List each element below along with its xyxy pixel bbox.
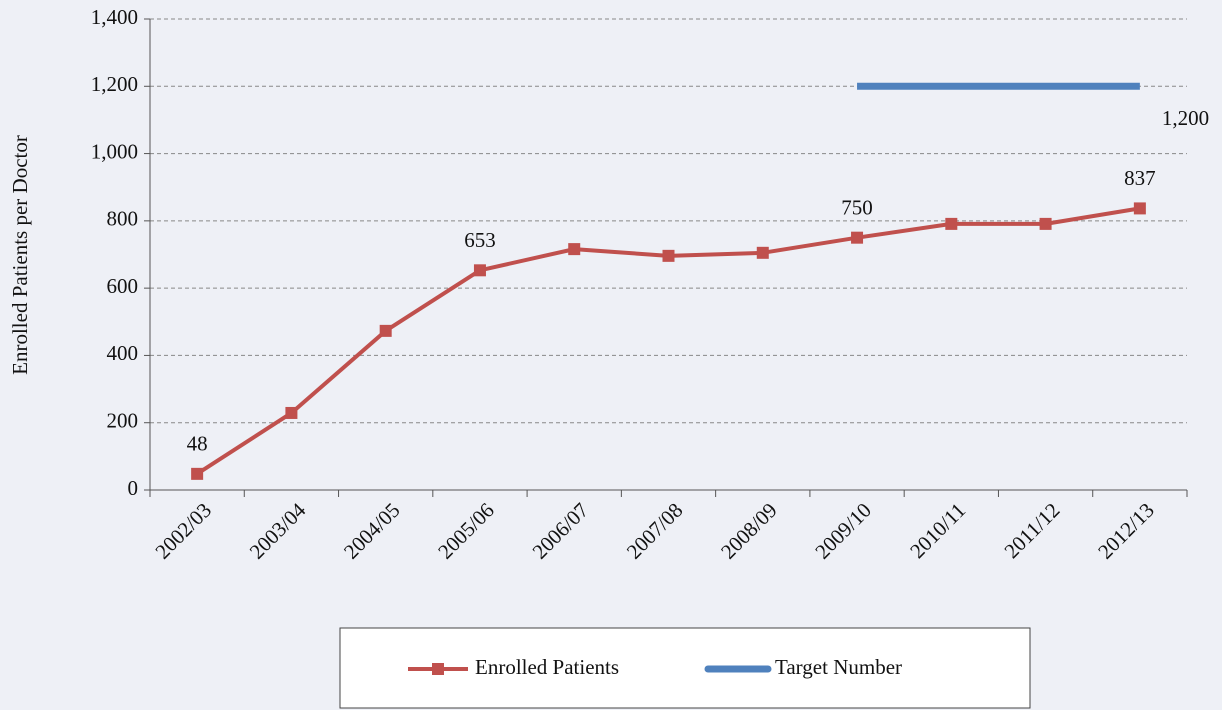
y-tick-label: 0 <box>128 476 139 500</box>
data-label: 48 <box>187 432 208 456</box>
data-point <box>191 467 204 480</box>
data-label: 653 <box>464 228 496 252</box>
legend-marker <box>432 663 444 675</box>
y-axis-title: Enrolled Patients per Doctor <box>8 135 32 375</box>
y-tick-label: 800 <box>107 207 139 231</box>
y-tick-label: 600 <box>107 274 139 298</box>
y-tick-label: 1,400 <box>91 5 138 29</box>
legend-label: Target Number <box>775 655 902 679</box>
y-tick-label: 1,200 <box>91 72 138 96</box>
data-point <box>756 246 769 259</box>
data-label: 1,200 <box>1162 106 1209 130</box>
data-label: 750 <box>841 195 873 219</box>
data-point <box>851 231 864 244</box>
data-point <box>379 324 392 337</box>
data-point <box>1133 202 1146 215</box>
y-tick-label: 400 <box>107 341 139 365</box>
data-point <box>662 249 675 262</box>
data-point <box>1039 217 1052 230</box>
legend-label: Enrolled Patients <box>475 655 619 679</box>
y-tick-label: 1,000 <box>91 139 138 163</box>
y-tick-label: 200 <box>107 409 139 433</box>
data-point <box>473 264 486 277</box>
data-point <box>945 217 958 230</box>
data-point <box>285 406 298 419</box>
data-point <box>568 243 581 256</box>
data-label: 837 <box>1124 166 1156 190</box>
